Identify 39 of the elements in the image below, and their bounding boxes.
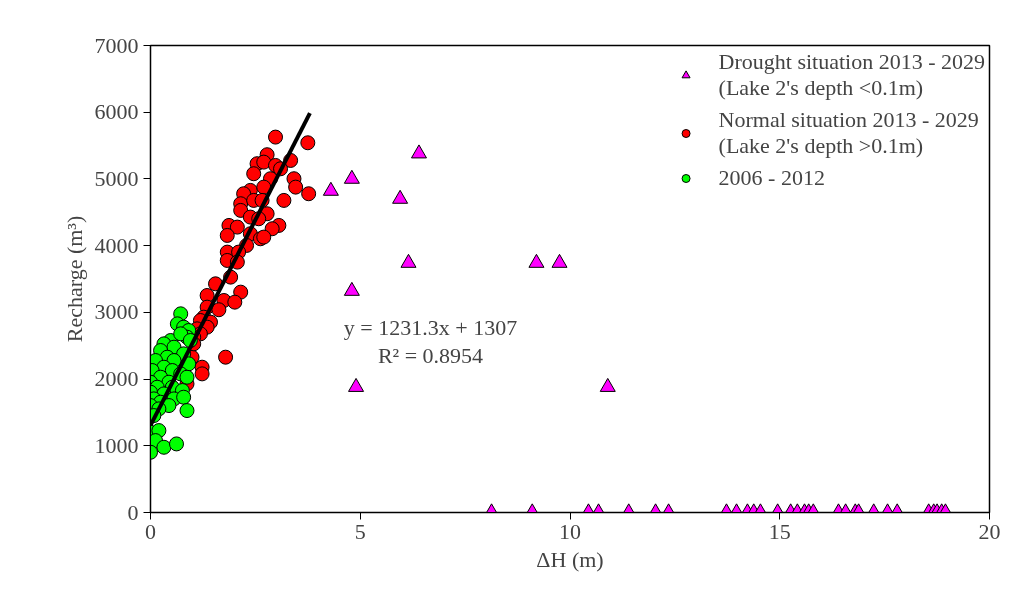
legend-label: Normal situation 2013 - 2029 (Lake 2's depth >0.1m) [718,107,979,159]
point [227,294,243,310]
point [256,229,272,245]
point [246,166,262,182]
legend-label: Drought situation 2013 - 2029 (Lake 2's depth <0.1m) [718,49,985,101]
point [156,439,172,455]
point [276,192,292,208]
y-tick-label: 1000 [94,432,139,458]
x-tick-label: 20 [978,518,1001,544]
point [268,129,284,145]
x-tick-label: 10 [559,518,581,544]
y-tick-label: 0 [127,499,139,525]
point [229,219,245,235]
x-axis-title: ΔH (m) [536,546,604,572]
point [300,135,316,151]
y-tick-label: 4000 [94,232,139,258]
y-tick-label: 3000 [94,299,139,325]
point [288,179,304,195]
x-tick-label: 0 [145,518,156,544]
x-tick-label: 15 [768,518,791,544]
x-tick-label: 5 [354,518,366,544]
y-tick-label: 7000 [94,32,139,58]
point [179,369,195,385]
point [219,227,235,243]
point [211,302,227,318]
annotation: y = 1231.3x + 1307 R² = 0.8954 [343,315,518,368]
y-tick-label: 5000 [94,165,139,191]
point [169,436,185,452]
point [179,403,195,419]
point [176,389,192,405]
point [194,366,210,382]
y-tick-label: 2000 [94,366,139,392]
legend-label: 2006 - 2012 [718,165,825,191]
y-tick-label: 6000 [94,99,139,125]
point [218,349,234,365]
point [256,154,272,170]
y-axis-title: Recharge (m³) [61,215,87,343]
point [301,186,317,202]
point [410,144,427,159]
